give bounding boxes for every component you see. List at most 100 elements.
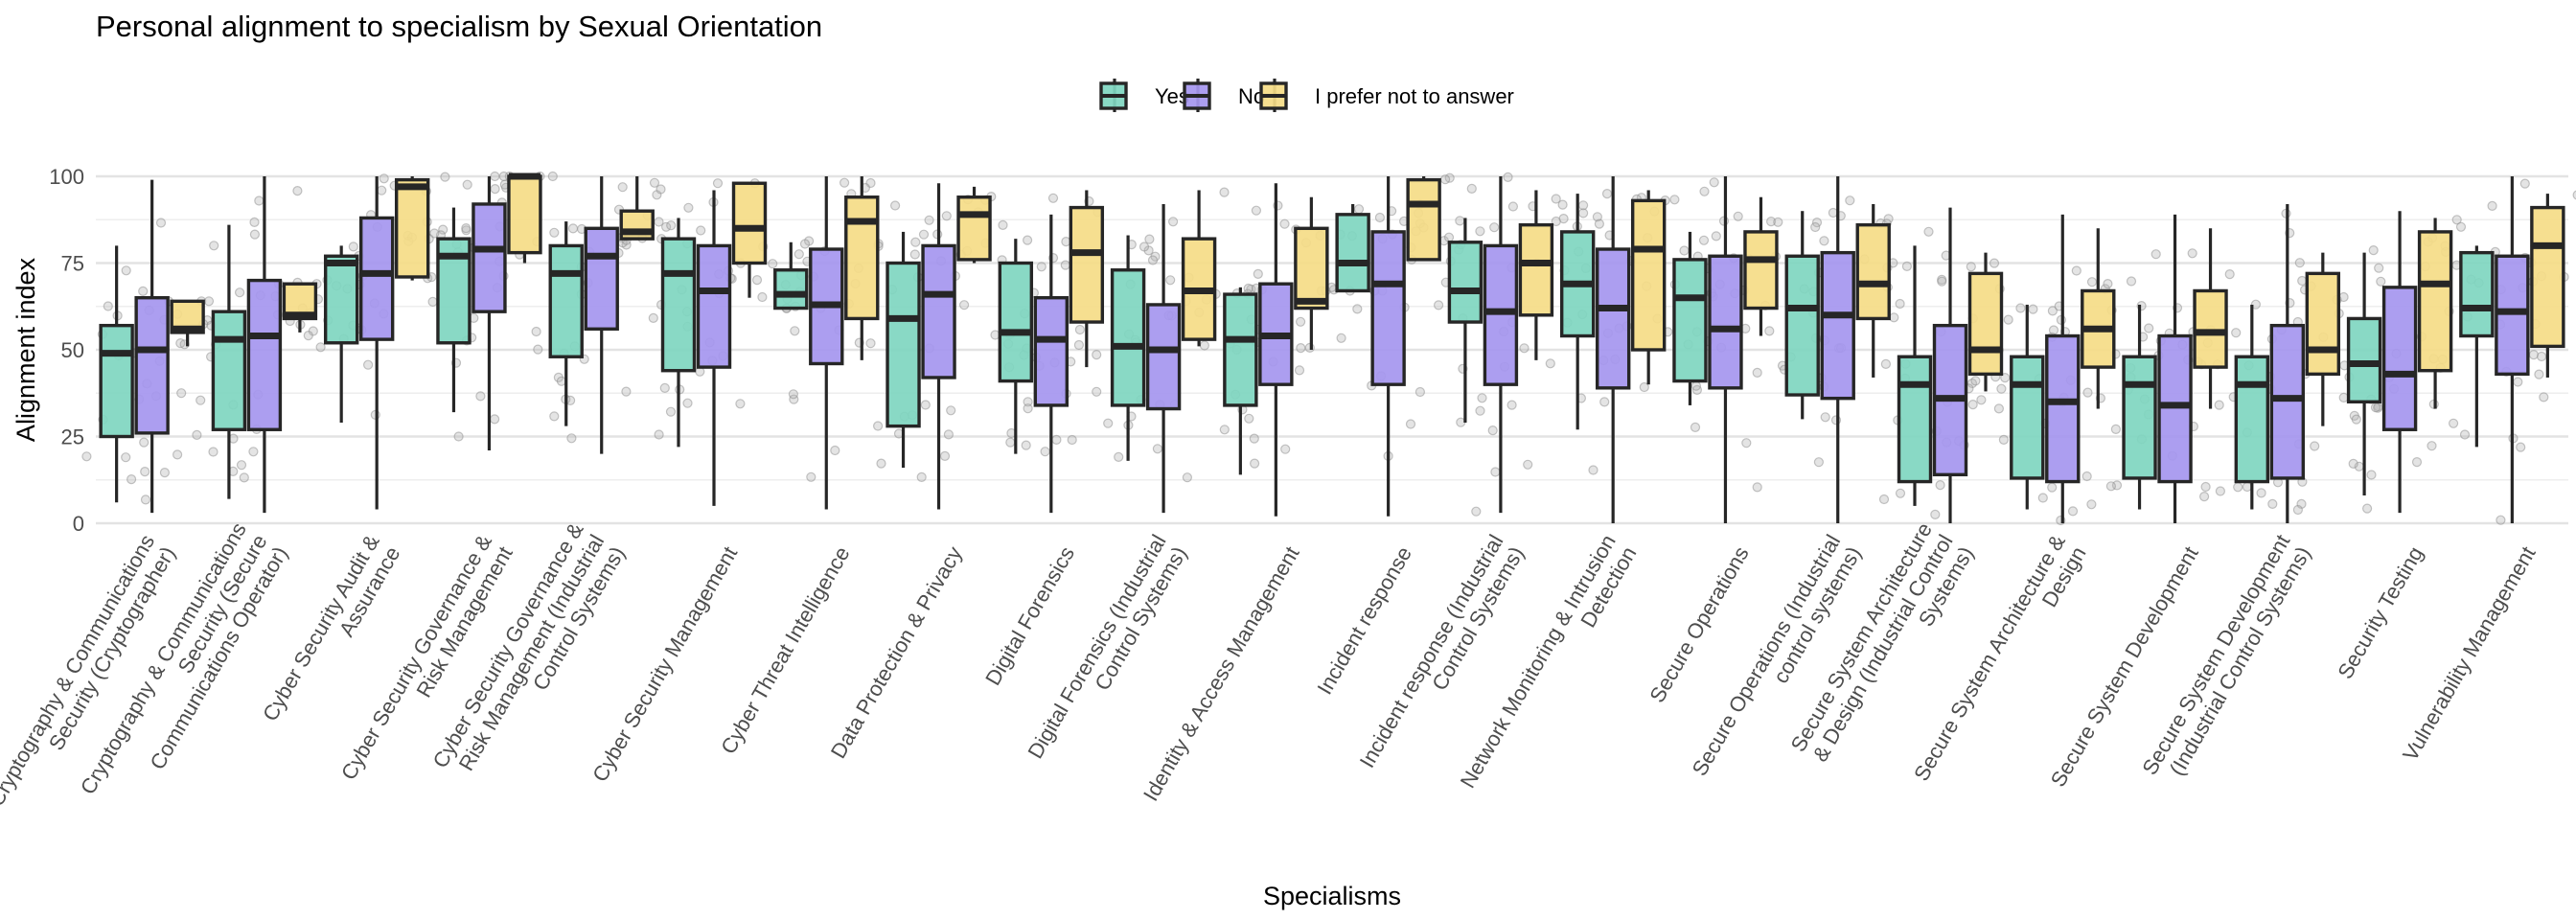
- jitter-point: [830, 445, 840, 456]
- box-i-prefer-not-to-answer: [731, 181, 768, 298]
- box-no: [2381, 211, 2418, 514]
- jitter-point: [1021, 440, 1031, 450]
- jitter-point: [2539, 392, 2549, 402]
- box-iqr: [1708, 254, 1743, 390]
- jitter-point: [2110, 424, 2121, 434]
- jitter-point: [1880, 358, 1892, 369]
- jitter-point: [140, 467, 150, 477]
- jitter-point: [2028, 304, 2038, 314]
- box-i-prefer-not-to-answer: [1743, 196, 1779, 336]
- box-iqr: [998, 261, 1034, 383]
- jitter-point: [1966, 262, 1976, 272]
- jitter-point: [909, 249, 920, 260]
- box-iqr: [2010, 355, 2045, 480]
- box-no: [1595, 176, 1631, 523]
- jitter-point: [2368, 245, 2379, 256]
- box-iqr: [2157, 334, 2193, 484]
- box-iqr: [358, 216, 395, 341]
- x-tick-label-line: Cryptography & Communications: [0, 531, 159, 811]
- jitter-point: [1503, 172, 1513, 182]
- jitter-point: [1295, 316, 1306, 327]
- jitter-point: [2086, 499, 2097, 510]
- jitter-point: [1144, 234, 1155, 244]
- jitter-point: [1669, 195, 1680, 205]
- box-yes: [1447, 218, 1484, 424]
- box-iqr: [696, 243, 732, 369]
- jitter-point: [249, 229, 260, 240]
- box-yes: [1335, 203, 1370, 293]
- box-yes: [2346, 252, 2382, 496]
- jitter-point: [1993, 403, 2004, 414]
- box-iqr: [1855, 222, 1891, 321]
- x-tick-label-line: Security Testing: [2333, 542, 2427, 683]
- jitter-point: [533, 344, 543, 355]
- jitter-point: [121, 265, 131, 276]
- x-tick-label: Digital Forensics: [980, 542, 1079, 689]
- jitter-point: [567, 223, 579, 234]
- legend-item-prefer-not[interactable]: I prefer not to answer: [1259, 79, 1514, 112]
- jitter-point: [1490, 467, 1501, 477]
- jitter-point: [2374, 263, 2384, 273]
- jitter-point: [1699, 186, 1710, 196]
- jitter-point: [1937, 276, 1947, 287]
- x-tick-label: Vulnerability Management: [2398, 542, 2540, 765]
- box-no: [358, 176, 395, 510]
- box-i-prefer-not-to-answer: [2305, 252, 2341, 426]
- jitter-point: [946, 405, 956, 416]
- jitter-point: [254, 196, 264, 206]
- jitter-point: [138, 286, 149, 296]
- box-iqr: [956, 196, 992, 262]
- jitter-point: [140, 494, 151, 505]
- jitter-point: [924, 215, 934, 225]
- x-tick-label-line: Cyber Threat Intelligence: [716, 542, 854, 758]
- jitter-point: [2256, 488, 2266, 498]
- jitter-point: [1967, 400, 1978, 410]
- box-no: [1708, 176, 1743, 523]
- box-iqr: [1483, 243, 1519, 386]
- jitter-point: [1060, 260, 1070, 270]
- x-tick-label: Security Testing: [2333, 542, 2427, 683]
- box-i-prefer-not-to-answer: [1967, 252, 2004, 392]
- box-i-prefer-not-to-answer: [2081, 228, 2116, 409]
- box-no: [1932, 207, 1968, 523]
- jitter-point: [1040, 447, 1050, 457]
- box-i-prefer-not-to-answer: [1406, 176, 1441, 262]
- legend-item-yes[interactable]: Yes: [1099, 79, 1189, 112]
- jitter-point: [438, 224, 448, 235]
- jitter-point: [249, 217, 260, 227]
- jitter-point: [757, 291, 768, 303]
- box-no: [809, 176, 844, 510]
- box-yes: [2234, 304, 2270, 510]
- jitter-point: [1103, 418, 1114, 428]
- jitter-point: [2150, 249, 2161, 260]
- box-iqr: [1370, 230, 1406, 386]
- jitter-point: [490, 184, 500, 195]
- jitter-point: [1557, 199, 1568, 210]
- jitter-point: [2071, 265, 2082, 276]
- box-iqr: [246, 278, 283, 431]
- jitter-point: [2231, 328, 2242, 338]
- jitter-point: [1545, 358, 1555, 369]
- box-iqr: [1033, 296, 1070, 407]
- jitter-point: [1219, 187, 1230, 197]
- box-no: [1820, 176, 1855, 523]
- jitter-point: [1092, 350, 1102, 360]
- jitter-point: [2067, 506, 2079, 517]
- jitter-point: [1219, 425, 1230, 435]
- legend-item-no[interactable]: No: [1183, 79, 1265, 112]
- jitter-point: [549, 411, 560, 422]
- jitter-point: [1820, 412, 1830, 423]
- box-i-prefer-not-to-answer: [844, 176, 880, 360]
- jitter-point: [1147, 255, 1159, 265]
- jitter-point: [1047, 193, 1059, 203]
- box-yes: [99, 245, 134, 503]
- jitter-point: [943, 429, 954, 440]
- box-i-prefer-not-to-answer: [619, 176, 655, 241]
- jitter-point: [1895, 298, 1905, 310]
- jitter-point: [1711, 231, 1721, 242]
- jitter-point: [2294, 258, 2305, 268]
- box-no: [2495, 176, 2530, 523]
- boxes: [99, 172, 2565, 523]
- jitter-point: [453, 431, 464, 442]
